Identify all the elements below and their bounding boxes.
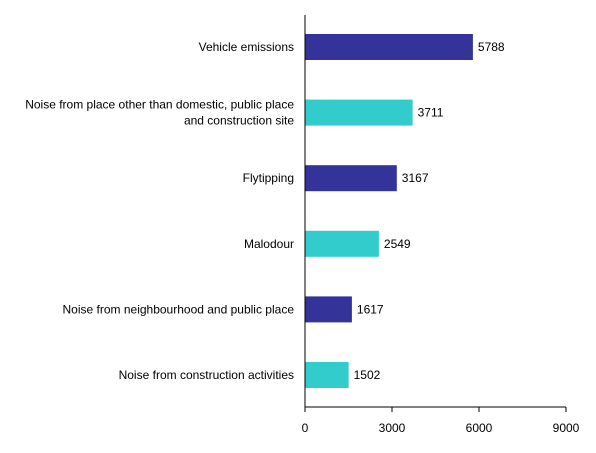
bar-4 <box>305 230 379 257</box>
value-label-6: 1502 <box>354 368 381 382</box>
category-label-line: Noise from construction activities <box>119 368 294 382</box>
bars-layer <box>305 34 473 388</box>
category-label-line: Malodour <box>244 237 294 251</box>
bar-3 <box>305 165 397 192</box>
x-tick-label: 3000 <box>379 421 406 435</box>
category-label-2: Noise from place other than domestic, pu… <box>25 98 294 128</box>
value-label-3: 3167 <box>402 171 429 185</box>
category-label-line: Vehicle emissions <box>199 40 294 54</box>
category-label-1: Vehicle emissions <box>199 40 294 54</box>
value-label-5: 1617 <box>357 302 384 316</box>
x-tick-label: 0 <box>302 421 309 435</box>
category-label-line: Flytipping <box>243 171 294 185</box>
value-label-1: 5788 <box>478 40 505 54</box>
category-label-4: Malodour <box>244 237 294 251</box>
bar-2 <box>305 99 413 126</box>
value-label-4: 2549 <box>384 237 411 251</box>
value-labels: 5788 3711 3167 2549 1617 1502 <box>354 40 505 382</box>
category-label-line: Noise from place other than domestic, pu… <box>25 98 294 112</box>
category-label-line: Noise from neighbourhood and public plac… <box>63 302 295 316</box>
bar-1 <box>305 34 473 60</box>
bar-6 <box>305 362 349 388</box>
category-label-3: Flytipping <box>243 171 294 185</box>
axes: 0 3000 6000 9000 <box>302 15 580 435</box>
category-label-line: and construction site <box>184 114 294 128</box>
category-label-6: Noise from construction activities <box>119 368 294 382</box>
x-tick-label: 6000 <box>466 421 493 435</box>
category-labels: Vehicle emissions Noise from place other … <box>25 40 294 382</box>
category-label-5: Noise from neighbourhood and public plac… <box>63 302 295 316</box>
value-label-2: 3711 <box>418 106 444 120</box>
x-tick-label: 9000 <box>553 421 580 435</box>
bar-5 <box>305 296 352 323</box>
